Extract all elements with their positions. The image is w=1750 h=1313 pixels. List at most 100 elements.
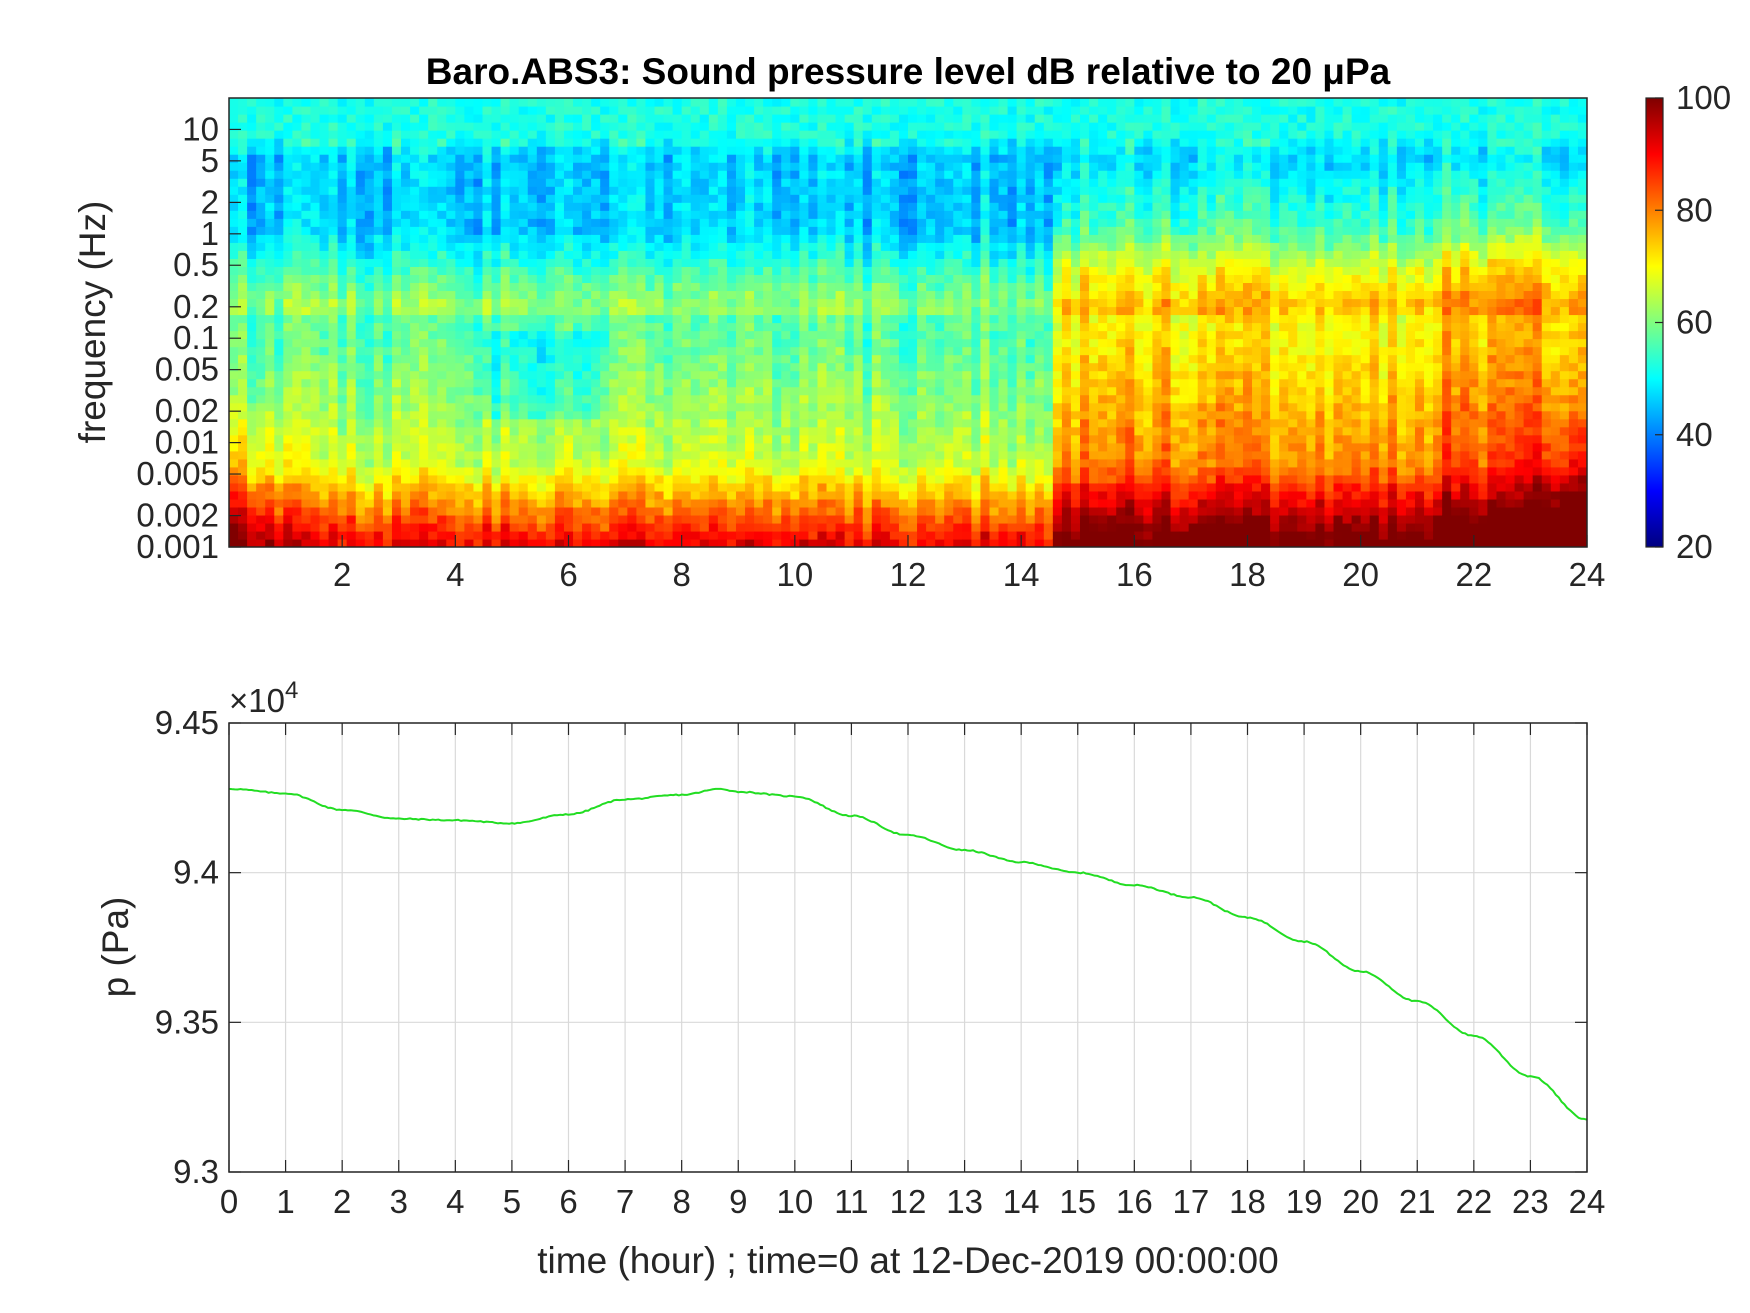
spectrogram-cell: [917, 154, 927, 163]
spectrogram-cell: [627, 274, 637, 284]
spectrogram-cell: [871, 522, 882, 532]
spectrogram-cell: [835, 378, 846, 388]
spectrogram-cell: [935, 282, 945, 292]
spectrogram-cell: [627, 218, 637, 227]
spectrogram-cell: [319, 418, 330, 428]
spectrogram-cell: [672, 514, 683, 524]
spectrogram-cell: [509, 186, 520, 195]
spectrogram-cell: [808, 282, 819, 292]
spectrogram-cell: [337, 194, 348, 203]
spectrogram-cell: [835, 266, 846, 275]
spectrogram-cell: [582, 482, 592, 492]
spectrogram-cell: [473, 418, 484, 428]
spectrogram-cell: [808, 394, 819, 404]
spectrogram-cell: [663, 218, 674, 227]
spectrogram-cell: [971, 394, 982, 404]
spectrogram-cell: [717, 450, 728, 460]
spectrogram-cell: [446, 218, 456, 227]
spectrogram-cell: [935, 442, 945, 452]
spectrogram-cell: [889, 210, 900, 219]
spectrogram-cell: [265, 194, 275, 203]
spectrogram-cell: [428, 522, 438, 532]
spectrogram-cell: [1007, 314, 1018, 324]
spectrogram-cell: [346, 378, 357, 388]
spectrogram-cell: [373, 258, 384, 267]
spectrogram-cell: [301, 130, 312, 139]
spectrogram-cell: [491, 130, 502, 139]
spectrogram-cell: [645, 506, 656, 516]
spectrogram-cell: [446, 170, 456, 179]
spectrogram-cell: [654, 282, 665, 292]
spectrogram-cell: [917, 338, 927, 348]
spectrogram-cell: [971, 282, 982, 292]
spectrogram-cell: [772, 482, 782, 492]
spectrogram-cell: [998, 522, 1009, 532]
spectrogram-cell: [491, 274, 502, 284]
spectrogram-cell: [745, 306, 755, 316]
spectrogram-cell: [563, 274, 574, 284]
spectrogram-cell: [862, 258, 873, 267]
spectrogram-cell: [292, 370, 303, 380]
spectrogram-cell: [518, 482, 529, 492]
spectrogram-cell: [509, 98, 520, 107]
spectrogram-cell: [998, 314, 1009, 324]
spectrogram-cell: [509, 170, 520, 179]
spectrogram-cell: [781, 114, 791, 123]
spectrogram-cell: [708, 290, 719, 300]
spectrogram-cell: [563, 114, 574, 123]
spectrogram-cell: [618, 266, 628, 275]
spectrogram-cell: [799, 346, 810, 356]
spectrogram-cell: [609, 490, 619, 500]
spectrogram-cell: [654, 338, 665, 348]
spectrogram-cell: [763, 298, 773, 308]
spectrogram-cell: [1025, 258, 1036, 267]
spectrogram-cell: [681, 298, 692, 308]
spectrogram-cell: [799, 218, 810, 227]
spectrogram-cell: [292, 418, 303, 428]
spectrogram-cell: [464, 242, 475, 251]
spectrogram-cell: [545, 450, 556, 460]
spectrogram-cell: [663, 250, 674, 259]
spectrogram-cell: [229, 530, 239, 540]
spectrogram-cell: [989, 274, 1000, 284]
spectrogram-cell: [301, 258, 312, 267]
spectrogram-cell: [717, 338, 728, 348]
spectrogram-cell: [256, 498, 266, 508]
spectrogram-cell: [310, 402, 321, 412]
spectrogram-cell: [754, 490, 764, 500]
spectrogram-cell: [247, 338, 257, 348]
spectrogram-cell: [491, 114, 502, 123]
spectrogram-cell: [980, 266, 991, 275]
spectrogram-cell: [364, 426, 375, 436]
spectrogram-cell: [283, 370, 293, 380]
spectrogram-cell: [545, 226, 556, 235]
spectrogram-cell: [690, 498, 701, 508]
spectrogram-cell: [391, 306, 402, 316]
spectrogram-cell: [419, 330, 429, 340]
spectrogram-cell: [853, 122, 864, 131]
spectrogram-cell: [364, 210, 375, 219]
spectrogram-cell: [1007, 154, 1018, 163]
spectrogram-cell: [917, 266, 927, 275]
spectrogram-cell: [745, 138, 755, 147]
spectrogram-cell: [391, 258, 402, 267]
spectrogram-cell: [745, 314, 755, 324]
spectrogram-cell: [491, 194, 502, 203]
spectrogram-cell: [853, 250, 864, 259]
spectrogram-cell: [1016, 114, 1027, 123]
spectrogram-cell: [247, 538, 257, 547]
spectrogram-cell: [256, 98, 266, 107]
spectrogram-cell: [708, 154, 719, 163]
spectrogram-cell: [600, 114, 610, 123]
spectrogram-cell: [446, 442, 456, 452]
spectrogram-cell: [790, 178, 800, 187]
spectrogram-cell: [591, 418, 601, 428]
spectrogram-cell: [283, 330, 293, 340]
spectrogram-cell: [473, 442, 484, 452]
spectrogram-cell: [917, 434, 927, 444]
spectrogram-cell: [328, 114, 339, 123]
spectrogram-cell: [437, 370, 447, 380]
spectrogram-cell: [355, 130, 366, 139]
spectrogram-cell: [310, 170, 321, 179]
spectrogram-cell: [690, 122, 701, 131]
